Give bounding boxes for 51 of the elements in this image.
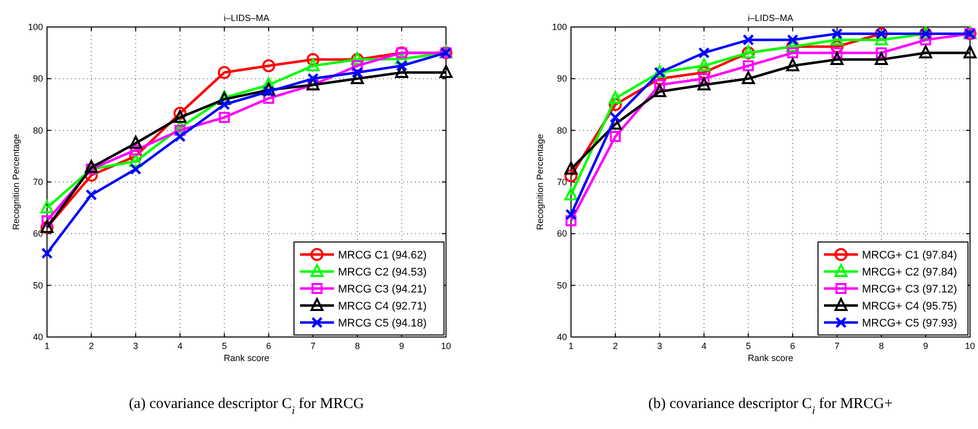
legend-label: MRCG C1 (94.62) bbox=[338, 250, 427, 262]
x-tick-label: 8 bbox=[354, 341, 360, 351]
legend-label: MRCG C3 (94.21) bbox=[338, 284, 427, 296]
x-tick-label: 8 bbox=[878, 341, 884, 351]
x-axis-title: Rank score bbox=[748, 353, 794, 363]
x-tick-label: 7 bbox=[834, 341, 840, 351]
x-tick-label: 7 bbox=[310, 341, 316, 351]
chart-title: i–LIDS–MA bbox=[748, 13, 794, 23]
y-tick-label: 50 bbox=[556, 280, 567, 290]
x-tick-label: 4 bbox=[701, 341, 707, 351]
x-axis-title: Rank score bbox=[224, 353, 270, 363]
y-axis-title: Recognition Percentage bbox=[11, 134, 21, 230]
legend-label: MRCG+ C4 (95.75) bbox=[862, 300, 958, 312]
y-tick-label: 40 bbox=[32, 332, 43, 342]
x-tick-label: 1 bbox=[44, 341, 50, 351]
x-tick-label: 9 bbox=[923, 341, 928, 351]
y-tick-label: 80 bbox=[32, 125, 43, 136]
legend-label: MRCG+ C2 (97.84) bbox=[862, 266, 958, 278]
y-axis-title: Recognition Percentage bbox=[535, 134, 545, 230]
y-tick-label: 40 bbox=[556, 332, 567, 342]
y-tick-label: 50 bbox=[32, 280, 43, 290]
x-tick-label: 6 bbox=[266, 341, 272, 351]
legend-label: MRCG+ C1 (97.84) bbox=[862, 250, 958, 262]
legend-label: MRCG C2 (94.53) bbox=[338, 266, 427, 278]
y-tick-label: 100 bbox=[28, 22, 43, 32]
y-tick-label: 80 bbox=[556, 125, 567, 136]
x-tick-label: 1 bbox=[568, 341, 574, 351]
x-tick-label: 2 bbox=[612, 341, 618, 351]
y-tick-label: 70 bbox=[556, 177, 567, 187]
y-tick-label: 60 bbox=[556, 228, 567, 239]
y-tick-label: 90 bbox=[32, 74, 43, 84]
y-tick-label: 90 bbox=[556, 74, 567, 84]
x-tick-label: 6 bbox=[790, 341, 796, 351]
x-tick-label: 5 bbox=[746, 341, 751, 351]
x-tick-label: 10 bbox=[440, 341, 452, 351]
chart-title: i–LIDS–MA bbox=[224, 13, 270, 23]
legend-label: MRCG+ C3 (97.12) bbox=[862, 284, 958, 296]
x-tick-label: 4 bbox=[177, 341, 183, 351]
x-tick-label: 3 bbox=[133, 341, 138, 351]
x-tick-label: 2 bbox=[88, 341, 94, 351]
x-tick-label: 9 bbox=[399, 341, 404, 351]
x-tick-label: 3 bbox=[657, 341, 662, 351]
legend-label: MRCG C4 (92.71) bbox=[338, 300, 427, 312]
x-tick-label: 5 bbox=[222, 341, 227, 351]
legend-label: MRCG+ C5 (97.93) bbox=[862, 318, 958, 330]
text: (a) covariance descriptor C$_{i}$ for MRCG bbox=[128, 396, 364, 417]
text: (b) covariance descriptor C$_{i}$ for MRCG+ bbox=[648, 396, 893, 417]
y-tick-label: 70 bbox=[32, 177, 43, 187]
x-tick-label: 10 bbox=[964, 341, 976, 351]
y-tick-label: 100 bbox=[552, 22, 567, 32]
legend-label: MRCG C5 (94.18) bbox=[338, 318, 427, 330]
